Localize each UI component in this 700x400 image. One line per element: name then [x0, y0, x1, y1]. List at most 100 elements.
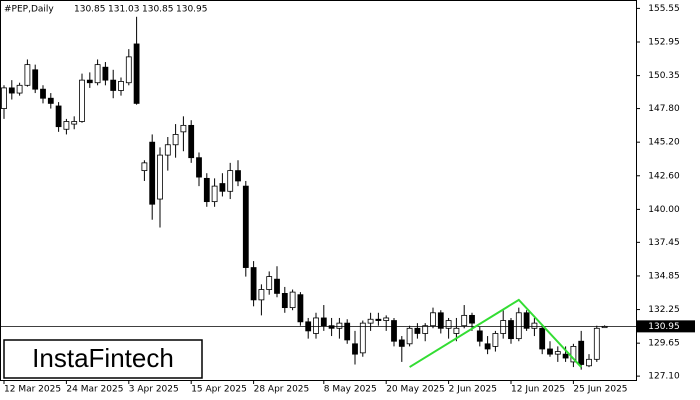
plot-frame — [0, 0, 637, 381]
candle-body — [63, 121, 70, 130]
candle-body — [391, 320, 397, 342]
candle-body — [110, 79, 117, 91]
x-tick-label: 3 Apr 2025 — [129, 385, 179, 395]
candle-body — [16, 84, 23, 94]
pattern-line — [409, 298, 582, 368]
candle-body — [539, 327, 546, 350]
candle-body — [414, 327, 421, 334]
y-tick-label: 129.65 — [648, 339, 680, 349]
y-tick-label: 145.20 — [648, 138, 680, 148]
candle-body — [367, 318, 374, 324]
candle-body — [593, 327, 600, 360]
candle-body — [149, 141, 156, 205]
candle-body — [86, 79, 93, 84]
candle-body — [515, 312, 522, 340]
candle-body — [196, 157, 202, 178]
candle-body — [562, 353, 569, 359]
x-tick-label: 25 Jun 2025 — [573, 385, 627, 395]
candle-body — [157, 154, 163, 200]
price-label: 130.95 — [648, 322, 680, 332]
candle-body — [125, 56, 132, 84]
candle-body — [164, 144, 171, 156]
x-tick-label: 8 May 2025 — [324, 385, 377, 395]
logo: InstaFintech — [32, 343, 174, 373]
candle-body — [398, 339, 405, 347]
candle-body — [430, 312, 436, 327]
candle-body — [274, 278, 280, 294]
candle-body — [141, 162, 148, 172]
y-tick-label: 150.35 — [648, 71, 680, 81]
candle-body — [242, 185, 249, 268]
candle-body — [250, 267, 257, 301]
candle-body — [47, 97, 54, 104]
header-close: 130.95 — [176, 5, 208, 15]
candle-body — [352, 343, 358, 355]
x-tick-label: 12 Mar 2025 — [4, 385, 61, 395]
candle-body — [531, 322, 538, 329]
candle-body — [344, 322, 351, 341]
y-tick-label: 132.25 — [648, 305, 680, 315]
candle-body — [523, 312, 530, 329]
candle-body — [1, 87, 7, 109]
header-low: 130.85 — [142, 5, 174, 15]
price-box — [637, 320, 695, 333]
candle-body — [570, 345, 577, 363]
candle-body — [476, 330, 483, 342]
candle-body — [453, 327, 460, 334]
candle-body — [484, 343, 491, 350]
y-tick-label: 155.55 — [648, 4, 680, 14]
candle-body — [406, 327, 413, 345]
candle-body — [24, 64, 31, 86]
candle-body — [359, 322, 366, 354]
candle-body — [133, 43, 140, 104]
candle-body — [79, 79, 85, 122]
candle-body — [188, 124, 195, 159]
candle-body — [383, 317, 390, 321]
candle-body — [547, 348, 553, 355]
y-tick-label: 147.80 — [648, 104, 680, 114]
candle-body — [258, 289, 265, 301]
candle-body — [328, 325, 335, 329]
candle-body — [445, 320, 452, 329]
header-high: 131.03 — [108, 5, 140, 15]
candle-body — [508, 320, 514, 340]
y-tick-label: 134.85 — [648, 271, 680, 281]
x-tick-label: 28 Apr 2025 — [254, 385, 310, 395]
candle-body — [94, 64, 101, 84]
candle-body — [235, 170, 241, 182]
candle-body — [461, 314, 468, 327]
y-tick-label: 127.10 — [648, 372, 680, 382]
y-tick-label: 142.60 — [648, 171, 680, 181]
y-tick-label: 140.00 — [648, 205, 680, 215]
candle-body — [336, 322, 343, 329]
x-tick-label: 15 Apr 2025 — [191, 385, 247, 395]
candle-body — [422, 325, 429, 334]
y-tick-label: 137.45 — [648, 238, 680, 248]
candle-body — [71, 121, 78, 125]
candle-body — [297, 294, 304, 323]
candle-body — [281, 293, 288, 309]
candle-body — [55, 105, 62, 128]
candle-body — [118, 81, 124, 91]
candle-body — [313, 317, 319, 334]
candle-body — [469, 314, 475, 324]
candle-body — [172, 134, 179, 146]
y-tick-label: 152.95 — [648, 38, 680, 48]
candle-body — [492, 333, 499, 347]
header-open: 130.85 — [74, 5, 106, 15]
x-tick-label: 24 Mar 2025 — [66, 385, 123, 395]
candle-body — [219, 183, 226, 192]
candle-body — [375, 318, 382, 321]
candle-body — [500, 320, 507, 334]
candle-body — [578, 340, 585, 365]
candle-body — [180, 124, 187, 133]
candle-body — [554, 351, 561, 355]
candle-body — [32, 69, 39, 90]
header-symbol: #PEP,Daily — [4, 5, 54, 15]
logo-box — [3, 339, 203, 379]
candle-body — [211, 185, 218, 203]
candle-body — [227, 170, 234, 192]
candle-body — [203, 177, 210, 203]
candle-body — [266, 276, 273, 290]
